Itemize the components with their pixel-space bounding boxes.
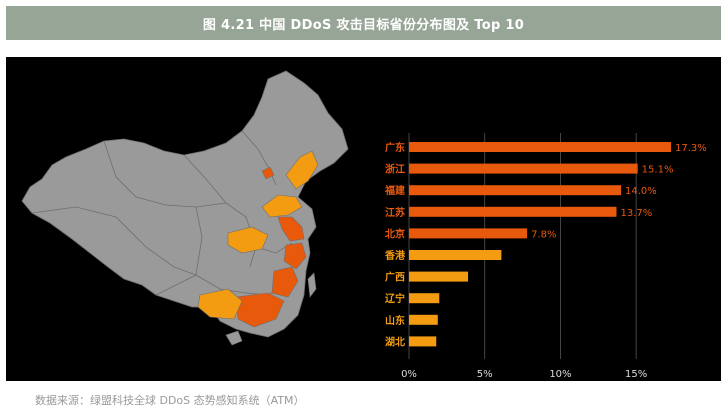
map-province-guangxi: [197, 288, 243, 320]
value-label: 17.3%: [675, 143, 707, 154]
bar-7: [409, 293, 440, 304]
map-china-base: [21, 70, 349, 338]
map-province-guangdong: [235, 292, 285, 328]
category-label: 江苏: [385, 206, 405, 219]
map-province-zhejiang: [283, 242, 307, 270]
category-label: 浙江: [385, 163, 405, 176]
bar-4: [409, 228, 528, 239]
bar-6: [409, 271, 469, 282]
category-label: 香港: [385, 249, 406, 262]
bar-2: [409, 185, 622, 196]
figure-title-bar: 图 4.21 中国 DDoS 攻击目标省份分布图及 Top 10: [6, 6, 721, 40]
category-label: 福建: [384, 184, 406, 197]
map-province-shandong: [261, 194, 303, 218]
map-province-hubei: [227, 226, 269, 254]
map-province-fujian: [271, 266, 299, 298]
category-label: 山东: [385, 314, 405, 327]
x-tick-label: 15%: [625, 369, 647, 380]
category-label: 广东: [385, 141, 405, 154]
category-label: 广西: [385, 271, 405, 284]
map-province-taiwan: [307, 272, 317, 298]
map-province-liaoning: [285, 150, 319, 190]
value-label: 7.8%: [531, 229, 556, 240]
bar-8: [409, 314, 438, 325]
category-label: 北京: [385, 227, 405, 240]
bar-9: [409, 336, 437, 347]
figure-title: 图 4.21 中国 DDoS 攻击目标省份分布图及 Top 10: [202, 17, 525, 33]
x-tick-label: 10%: [549, 369, 571, 380]
china-map: [21, 70, 349, 346]
x-tick-label: 0%: [401, 369, 417, 380]
bar-1: [409, 163, 638, 174]
bar-0: [409, 142, 671, 152]
map-province-hainan: [225, 330, 243, 346]
category-label: 湖北: [385, 335, 405, 348]
bar-5: [409, 250, 502, 260]
value-label: 14.0%: [625, 186, 657, 197]
x-tick-label: 5%: [477, 369, 493, 380]
value-label: 13.7%: [620, 208, 652, 219]
data-source-note: 数据来源：绿盟科技全球 DDoS 态势感知系统（ATM）: [35, 394, 305, 407]
chart-x-tick-labels: 0% 5% 10% 15%: [401, 369, 647, 380]
map-province-jiangsu: [277, 216, 305, 242]
chart-value-labels: 17.3%15.1% 14.0% 13.7% 7.8%: [531, 143, 707, 240]
map-province-beijing: [261, 166, 275, 180]
figure-panel: 广东浙江福建江苏北京香港广西辽宁山东湖北 17.3% 15.1% 14.0% 13.7…: [6, 57, 721, 381]
category-label: 辽宁: [385, 292, 405, 305]
bar-3: [409, 206, 617, 217]
chart-bars: [409, 142, 671, 347]
value-label: 15.1%: [642, 165, 674, 176]
